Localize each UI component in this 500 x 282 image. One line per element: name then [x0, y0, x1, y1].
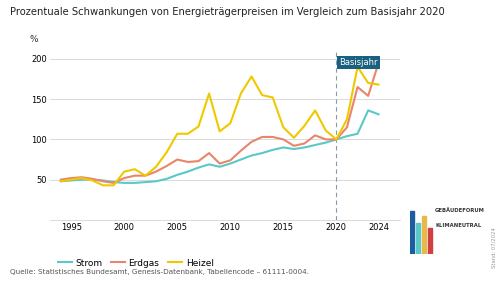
Text: GEBÄUDEFORUM: GEBÄUDEFORUM [435, 208, 485, 213]
Text: Stand: 07/2024: Stand: 07/2024 [492, 227, 496, 268]
Text: Quelle: Statistisches Bundesamt, Genesis-Datenbank, Tabellencode – 61111-0004.: Quelle: Statistisches Bundesamt, Genesis… [10, 269, 309, 275]
Bar [410, 211, 414, 254]
Bar [422, 216, 426, 254]
Bar [416, 223, 420, 254]
Text: Basisjahr: Basisjahr [340, 58, 378, 67]
Legend: Strom, Erdgas, Heizel: Strom, Erdgas, Heizel [54, 255, 217, 271]
Text: %: % [29, 35, 38, 44]
Text: KLIMANEUTRAL: KLIMANEUTRAL [435, 223, 482, 228]
Text: Prozentuale Schwankungen von Energieträgerpreisen im Vergleich zum Basisjahr 202: Prozentuale Schwankungen von Energieträg… [10, 7, 445, 17]
Bar [428, 228, 432, 254]
